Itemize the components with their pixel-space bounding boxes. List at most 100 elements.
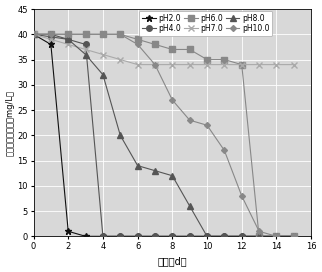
Y-axis label: 剩余六价铬浓度（mg/L）: 剩余六价铬浓度（mg/L） (5, 90, 14, 156)
Line: pH7.0: pH7.0 (31, 32, 297, 67)
pH7.0 (153, 63, 157, 66)
pH8.0 (84, 53, 88, 56)
pH7.0 (170, 63, 174, 66)
pH10.0 (101, 33, 105, 36)
pH10.0 (49, 33, 53, 36)
pH7.0 (101, 53, 105, 56)
pH8.0 (153, 169, 157, 172)
pH8.0 (170, 174, 174, 177)
pH10.0 (240, 194, 244, 197)
pH7.0 (205, 63, 209, 66)
pH8.0 (101, 73, 105, 76)
pH10.0 (188, 119, 192, 122)
pH2.0 (32, 33, 35, 36)
pH8.0 (188, 204, 192, 208)
pH6.0 (292, 235, 296, 238)
pH6.0 (118, 33, 122, 36)
pH4.0 (153, 235, 157, 238)
pH6.0 (188, 48, 192, 51)
pH2.0 (170, 235, 174, 238)
pH4.0 (205, 235, 209, 238)
pH8.0 (223, 235, 226, 238)
pH7.0 (84, 48, 88, 51)
pH4.0 (257, 235, 261, 238)
pH7.0 (32, 33, 35, 36)
pH2.0 (49, 43, 53, 46)
pH10.0 (223, 149, 226, 152)
pH2.0 (274, 235, 278, 238)
pH4.0 (240, 235, 244, 238)
pH4.0 (136, 235, 139, 238)
pH10.0 (205, 123, 209, 127)
pH6.0 (223, 58, 226, 61)
pH2.0 (223, 235, 226, 238)
pH2.0 (84, 235, 88, 238)
pH10.0 (84, 33, 88, 36)
pH7.0 (118, 58, 122, 61)
pH10.0 (118, 33, 122, 36)
pH4.0 (101, 235, 105, 238)
pH8.0 (274, 235, 278, 238)
pH7.0 (292, 63, 296, 66)
pH6.0 (101, 33, 105, 36)
pH7.0 (66, 43, 70, 46)
pH2.0 (153, 235, 157, 238)
pH8.0 (292, 235, 296, 238)
pH10.0 (257, 230, 261, 233)
pH7.0 (223, 63, 226, 66)
pH4.0 (84, 43, 88, 46)
pH6.0 (136, 38, 139, 41)
pH4.0 (188, 235, 192, 238)
pH6.0 (274, 235, 278, 238)
pH8.0 (32, 33, 35, 36)
pH7.0 (240, 63, 244, 66)
pH4.0 (292, 235, 296, 238)
pH10.0 (136, 43, 139, 46)
pH8.0 (257, 235, 261, 238)
X-axis label: 时间（d）: 时间（d） (157, 256, 187, 267)
pH4.0 (170, 235, 174, 238)
pH10.0 (153, 63, 157, 66)
pH2.0 (205, 235, 209, 238)
pH6.0 (84, 33, 88, 36)
pH10.0 (66, 33, 70, 36)
pH4.0 (32, 33, 35, 36)
pH6.0 (257, 235, 261, 238)
pH4.0 (49, 35, 53, 38)
pH6.0 (170, 48, 174, 51)
pH8.0 (136, 164, 139, 167)
pH2.0 (118, 235, 122, 238)
pH8.0 (118, 134, 122, 137)
pH7.0 (49, 38, 53, 41)
pH6.0 (32, 33, 35, 36)
pH4.0 (223, 235, 226, 238)
pH2.0 (292, 235, 296, 238)
pH6.0 (205, 58, 209, 61)
Legend: pH2.0, pH4.0, pH6.0, pH7.0, pH8.0, pH10.0: pH2.0, pH4.0, pH6.0, pH7.0, pH8.0, pH10.… (139, 11, 272, 36)
pH2.0 (257, 235, 261, 238)
pH6.0 (66, 33, 70, 36)
pH10.0 (170, 98, 174, 102)
Line: pH8.0: pH8.0 (31, 32, 297, 239)
pH8.0 (240, 235, 244, 238)
pH7.0 (188, 63, 192, 66)
pH4.0 (66, 38, 70, 41)
pH6.0 (153, 43, 157, 46)
pH10.0 (274, 235, 278, 238)
pH6.0 (240, 63, 244, 66)
pH6.0 (49, 33, 53, 36)
Line: pH6.0: pH6.0 (31, 32, 297, 239)
pH7.0 (136, 63, 139, 66)
pH4.0 (274, 235, 278, 238)
Line: pH4.0: pH4.0 (31, 32, 297, 239)
pH4.0 (118, 235, 122, 238)
pH7.0 (274, 63, 278, 66)
pH2.0 (188, 235, 192, 238)
pH10.0 (32, 33, 35, 36)
pH2.0 (101, 235, 105, 238)
pH8.0 (66, 38, 70, 41)
Line: pH10.0: pH10.0 (32, 32, 296, 239)
pH2.0 (136, 235, 139, 238)
pH2.0 (66, 230, 70, 233)
pH8.0 (49, 33, 53, 36)
